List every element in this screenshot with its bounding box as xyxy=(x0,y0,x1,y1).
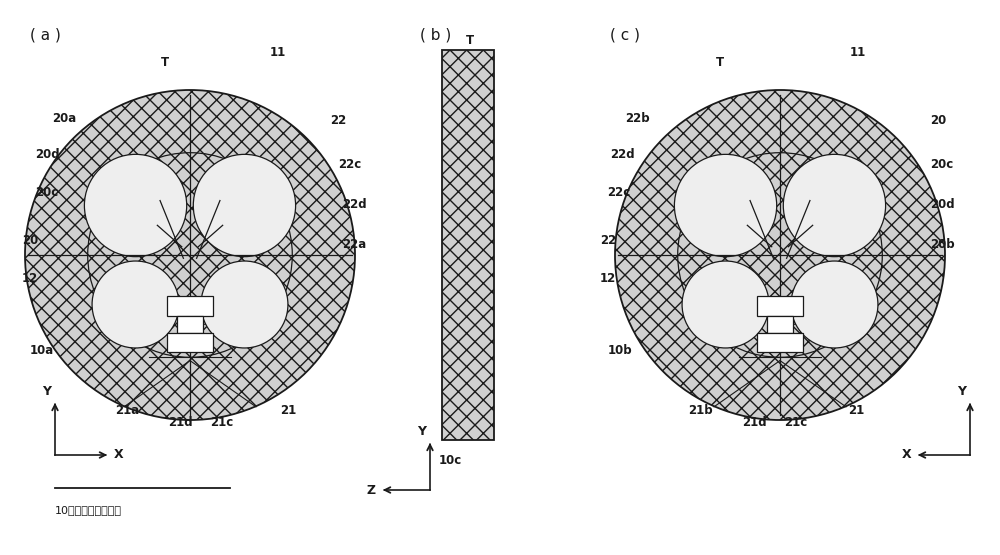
Text: 22a: 22a xyxy=(342,239,366,251)
Bar xyxy=(767,316,793,332)
Text: 22: 22 xyxy=(600,234,616,246)
Text: 10b: 10b xyxy=(608,344,633,356)
Text: 22d: 22d xyxy=(610,149,635,162)
Text: 10a: 10a xyxy=(30,344,54,356)
Text: 22: 22 xyxy=(330,114,346,127)
Text: X: X xyxy=(901,448,911,462)
Text: 20c: 20c xyxy=(35,185,58,199)
Text: 20c: 20c xyxy=(930,159,953,171)
Circle shape xyxy=(615,90,945,420)
Bar xyxy=(167,332,213,352)
Text: 20d: 20d xyxy=(35,149,60,162)
Text: 22b: 22b xyxy=(625,112,650,124)
Text: 12: 12 xyxy=(600,271,616,285)
Ellipse shape xyxy=(682,261,769,348)
Bar xyxy=(757,296,803,316)
Text: 21c: 21c xyxy=(210,416,233,430)
Text: 11: 11 xyxy=(850,46,866,58)
Bar xyxy=(757,332,803,352)
Ellipse shape xyxy=(783,154,886,256)
Text: 10（掩蔽的应变体）: 10（掩蔽的应变体） xyxy=(55,505,122,515)
Circle shape xyxy=(25,90,355,420)
Text: Y: Y xyxy=(42,385,52,398)
Ellipse shape xyxy=(84,154,187,256)
Text: X: X xyxy=(114,448,124,462)
Text: 21: 21 xyxy=(280,403,296,416)
Text: 21: 21 xyxy=(848,403,864,416)
Text: 21d: 21d xyxy=(742,416,767,430)
Ellipse shape xyxy=(791,261,878,348)
Text: 11: 11 xyxy=(270,46,286,58)
Ellipse shape xyxy=(674,154,777,256)
Bar xyxy=(442,50,494,440)
Text: 21b: 21b xyxy=(688,403,713,416)
Bar xyxy=(167,296,213,316)
Bar xyxy=(177,316,203,332)
Text: 21c: 21c xyxy=(784,416,807,430)
Ellipse shape xyxy=(193,154,296,256)
Text: 20a: 20a xyxy=(52,112,76,124)
Text: Y: Y xyxy=(418,425,426,438)
Text: T: T xyxy=(466,33,474,47)
Text: T: T xyxy=(161,56,169,68)
Text: 21d: 21d xyxy=(168,416,193,430)
Text: 22c: 22c xyxy=(338,159,361,171)
Text: Y: Y xyxy=(958,385,966,398)
Ellipse shape xyxy=(201,261,288,348)
Text: Z: Z xyxy=(367,483,376,497)
Text: 20: 20 xyxy=(22,234,38,246)
Text: 10c: 10c xyxy=(438,453,462,467)
Text: ( c ): ( c ) xyxy=(610,28,640,43)
Text: 22d: 22d xyxy=(342,199,367,211)
Text: 20d: 20d xyxy=(930,199,955,211)
Text: 21a: 21a xyxy=(115,403,139,416)
Text: 20b: 20b xyxy=(930,239,955,251)
Text: 12: 12 xyxy=(22,271,38,285)
Ellipse shape xyxy=(92,261,179,348)
Text: T: T xyxy=(716,56,724,68)
Text: 20: 20 xyxy=(930,114,946,127)
Text: ( b ): ( b ) xyxy=(420,28,451,43)
Text: ( a ): ( a ) xyxy=(30,28,61,43)
Text: 22c: 22c xyxy=(607,185,630,199)
